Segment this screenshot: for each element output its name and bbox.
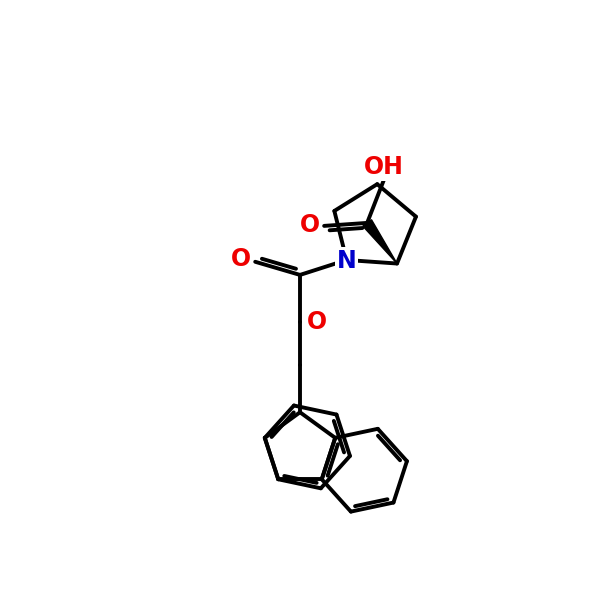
Polygon shape bbox=[363, 220, 397, 263]
Text: O: O bbox=[300, 212, 320, 236]
Text: O: O bbox=[307, 310, 327, 334]
Text: O: O bbox=[231, 247, 251, 271]
Text: N: N bbox=[337, 249, 356, 273]
Text: OH: OH bbox=[364, 155, 404, 179]
